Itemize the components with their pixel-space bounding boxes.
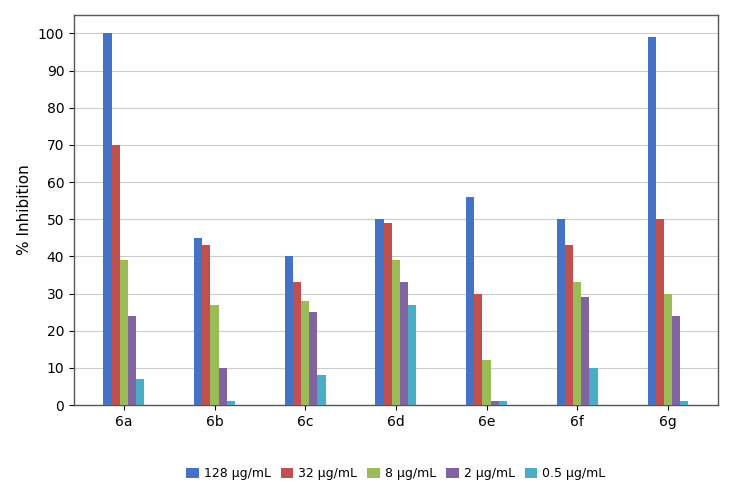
Bar	[680, 401, 688, 405]
Bar	[499, 401, 507, 405]
Bar	[202, 245, 210, 405]
Bar	[590, 368, 598, 405]
Bar	[210, 305, 218, 405]
Bar	[648, 37, 656, 405]
Bar	[482, 361, 491, 405]
Bar	[565, 245, 574, 405]
Bar	[285, 256, 293, 405]
Bar	[136, 379, 144, 405]
Y-axis label: % Inhibition: % Inhibition	[17, 165, 33, 255]
Bar	[218, 368, 226, 405]
Bar	[194, 238, 202, 405]
Bar	[104, 34, 112, 405]
Bar	[120, 260, 128, 405]
Bar	[664, 293, 672, 405]
Bar	[226, 401, 235, 405]
Bar	[391, 260, 400, 405]
Bar	[557, 219, 565, 405]
Bar	[309, 312, 317, 405]
Bar	[474, 293, 482, 405]
Bar	[672, 316, 680, 405]
Bar	[301, 301, 309, 405]
Bar	[128, 316, 136, 405]
Bar	[112, 145, 120, 405]
Bar	[400, 283, 408, 405]
Bar	[582, 297, 590, 405]
Bar	[574, 283, 582, 405]
Bar	[293, 283, 301, 405]
Bar	[408, 305, 417, 405]
Bar	[491, 401, 499, 405]
Bar	[317, 375, 326, 405]
Bar	[375, 219, 383, 405]
Legend: 128 μg/mL, 32 μg/mL, 8 μg/mL, 2 μg/mL, 0.5 μg/mL: 128 μg/mL, 32 μg/mL, 8 μg/mL, 2 μg/mL, 0…	[181, 462, 610, 485]
Bar	[656, 219, 664, 405]
Bar	[466, 197, 474, 405]
Bar	[383, 223, 391, 405]
